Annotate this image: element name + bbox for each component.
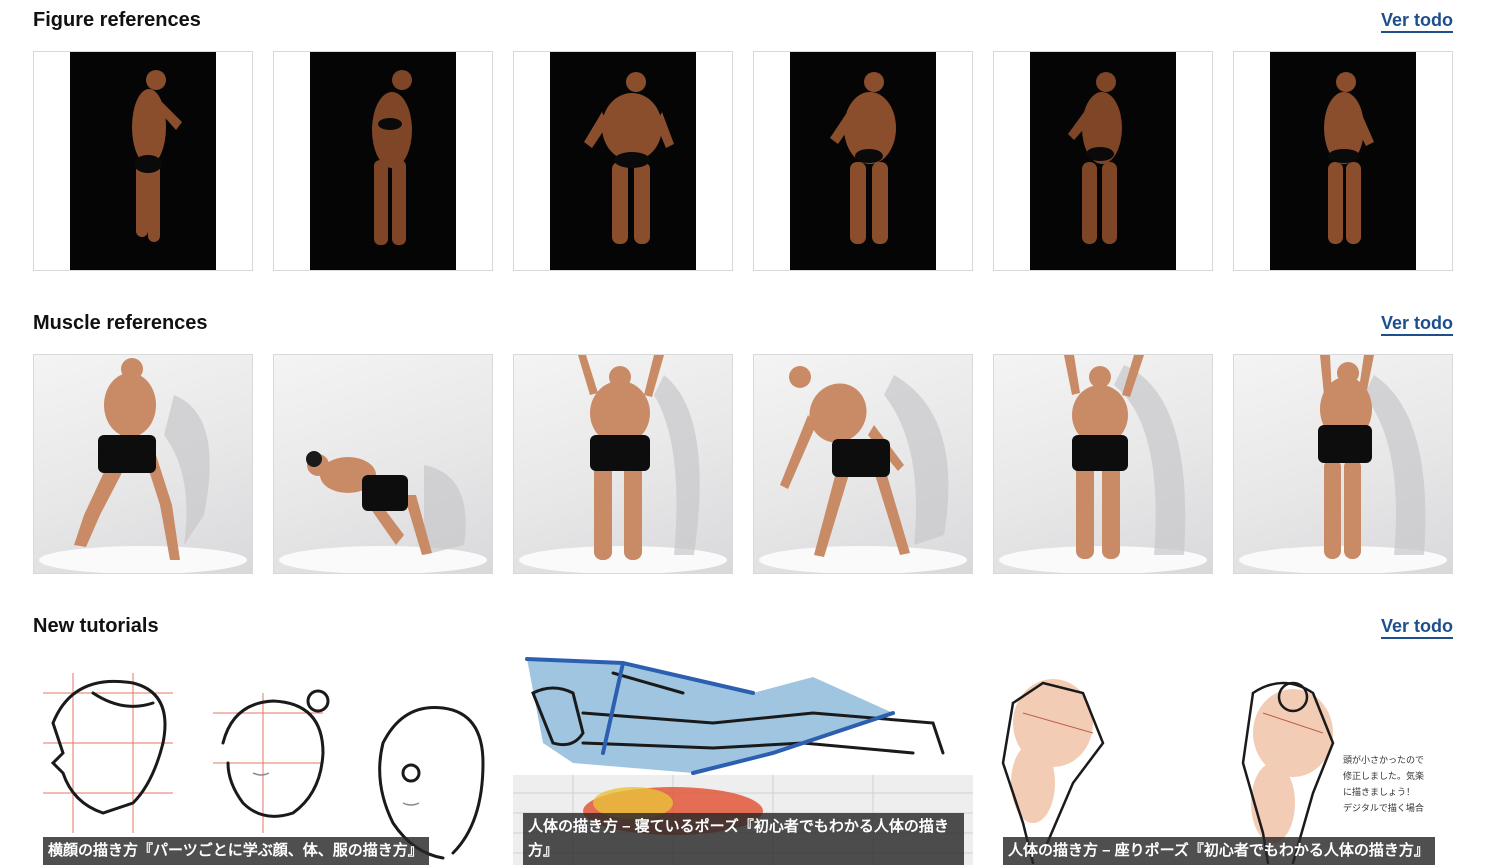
section-title: Figure references	[33, 9, 201, 31]
figure-photo	[132, 70, 182, 242]
figure-thumbnail[interactable]	[33, 51, 253, 271]
muscle-thumbnail[interactable]	[513, 354, 733, 574]
figure-photo	[830, 72, 896, 244]
figure-thumbnail[interactable]	[1233, 51, 1453, 271]
figure-references-section: Figure references Ver todo	[33, 3, 1453, 271]
muscle-photo	[279, 451, 487, 573]
figure-photo	[584, 72, 674, 244]
muscle-references-section: Muscle references Ver todo	[33, 306, 1453, 574]
tutorial-illustration: 頭が小さかったので 修正しました。気楽 に描きましょう！ デジタルで描く場合	[1001, 679, 1424, 865]
figure-thumbnail-grid	[33, 51, 1453, 271]
figure-thumbnail[interactable]	[273, 51, 493, 271]
tutorial-caption: 横顔の描き方『パーツごとに学ぶ顔、体、服の描き方』	[43, 837, 429, 865]
muscle-thumbnail[interactable]	[273, 354, 493, 574]
view-all-muscle-link[interactable]: Ver todo	[1380, 313, 1453, 336]
svg-text:デジタルで描く場合: デジタルで描く場合	[1343, 802, 1424, 814]
svg-text:に描きましょう！: に描きましょう！	[1343, 786, 1415, 798]
figure-thumbnail[interactable]	[993, 51, 1213, 271]
muscle-photo	[39, 358, 247, 573]
muscle-thumbnail[interactable]	[1233, 354, 1453, 574]
view-all-figure-link[interactable]: Ver todo	[1380, 10, 1453, 33]
view-all-tutorials-link[interactable]: Ver todo	[1380, 616, 1453, 639]
section-header: New tutorials Ver todo	[33, 609, 1453, 639]
muscle-thumbnail[interactable]	[33, 354, 253, 574]
muscle-photo	[999, 355, 1207, 573]
figure-thumbnail[interactable]	[753, 51, 973, 271]
tutorial-caption: 人体の描き方 – 座りポーズ『初心者でもわかる人体の描き方』	[1003, 837, 1435, 865]
new-tutorials-section: New tutorials Ver todo	[33, 609, 1453, 865]
muscle-thumbnail-grid	[33, 354, 1453, 574]
tutorial-card[interactable]: 横顔の描き方『パーツごとに学ぶ顔、体、服の描き方』	[33, 653, 493, 865]
section-header: Muscle references Ver todo	[33, 306, 1453, 336]
figure-thumbnail[interactable]	[513, 51, 733, 271]
tutorial-card[interactable]: 人体の描き方 – 寝ているポーズ『初心者でもわかる人体の描き方』	[513, 653, 973, 865]
svg-text:頭が小さかったので: 頭が小さかったので	[1343, 754, 1424, 766]
section-title: Muscle references	[33, 312, 208, 334]
figure-photo	[372, 70, 412, 245]
muscle-photo	[1239, 355, 1447, 573]
tutorial-caption: 人体の描き方 – 寝ているポーズ『初心者でもわかる人体の描き方』	[523, 813, 964, 865]
tutorial-card[interactable]: 頭が小さかったので 修正しました。気楽 に描きましょう！ デジタルで描く場合 人…	[993, 653, 1453, 865]
tutorial-card-grid: 横顔の描き方『パーツごとに学ぶ顔、体、服の描き方』 人体の	[33, 653, 1453, 865]
muscle-thumbnail[interactable]	[993, 354, 1213, 574]
section-header: Figure references Ver todo	[33, 3, 1453, 33]
tutorial-illustration	[43, 673, 485, 860]
svg-text:修正しました。気楽: 修正しました。気楽	[1343, 770, 1424, 782]
figure-photo	[1324, 72, 1374, 244]
muscle-thumbnail[interactable]	[753, 354, 973, 574]
muscle-photo	[759, 366, 967, 573]
muscle-photo	[519, 355, 727, 573]
figure-photo	[1068, 72, 1122, 244]
section-title: New tutorials	[33, 615, 159, 637]
